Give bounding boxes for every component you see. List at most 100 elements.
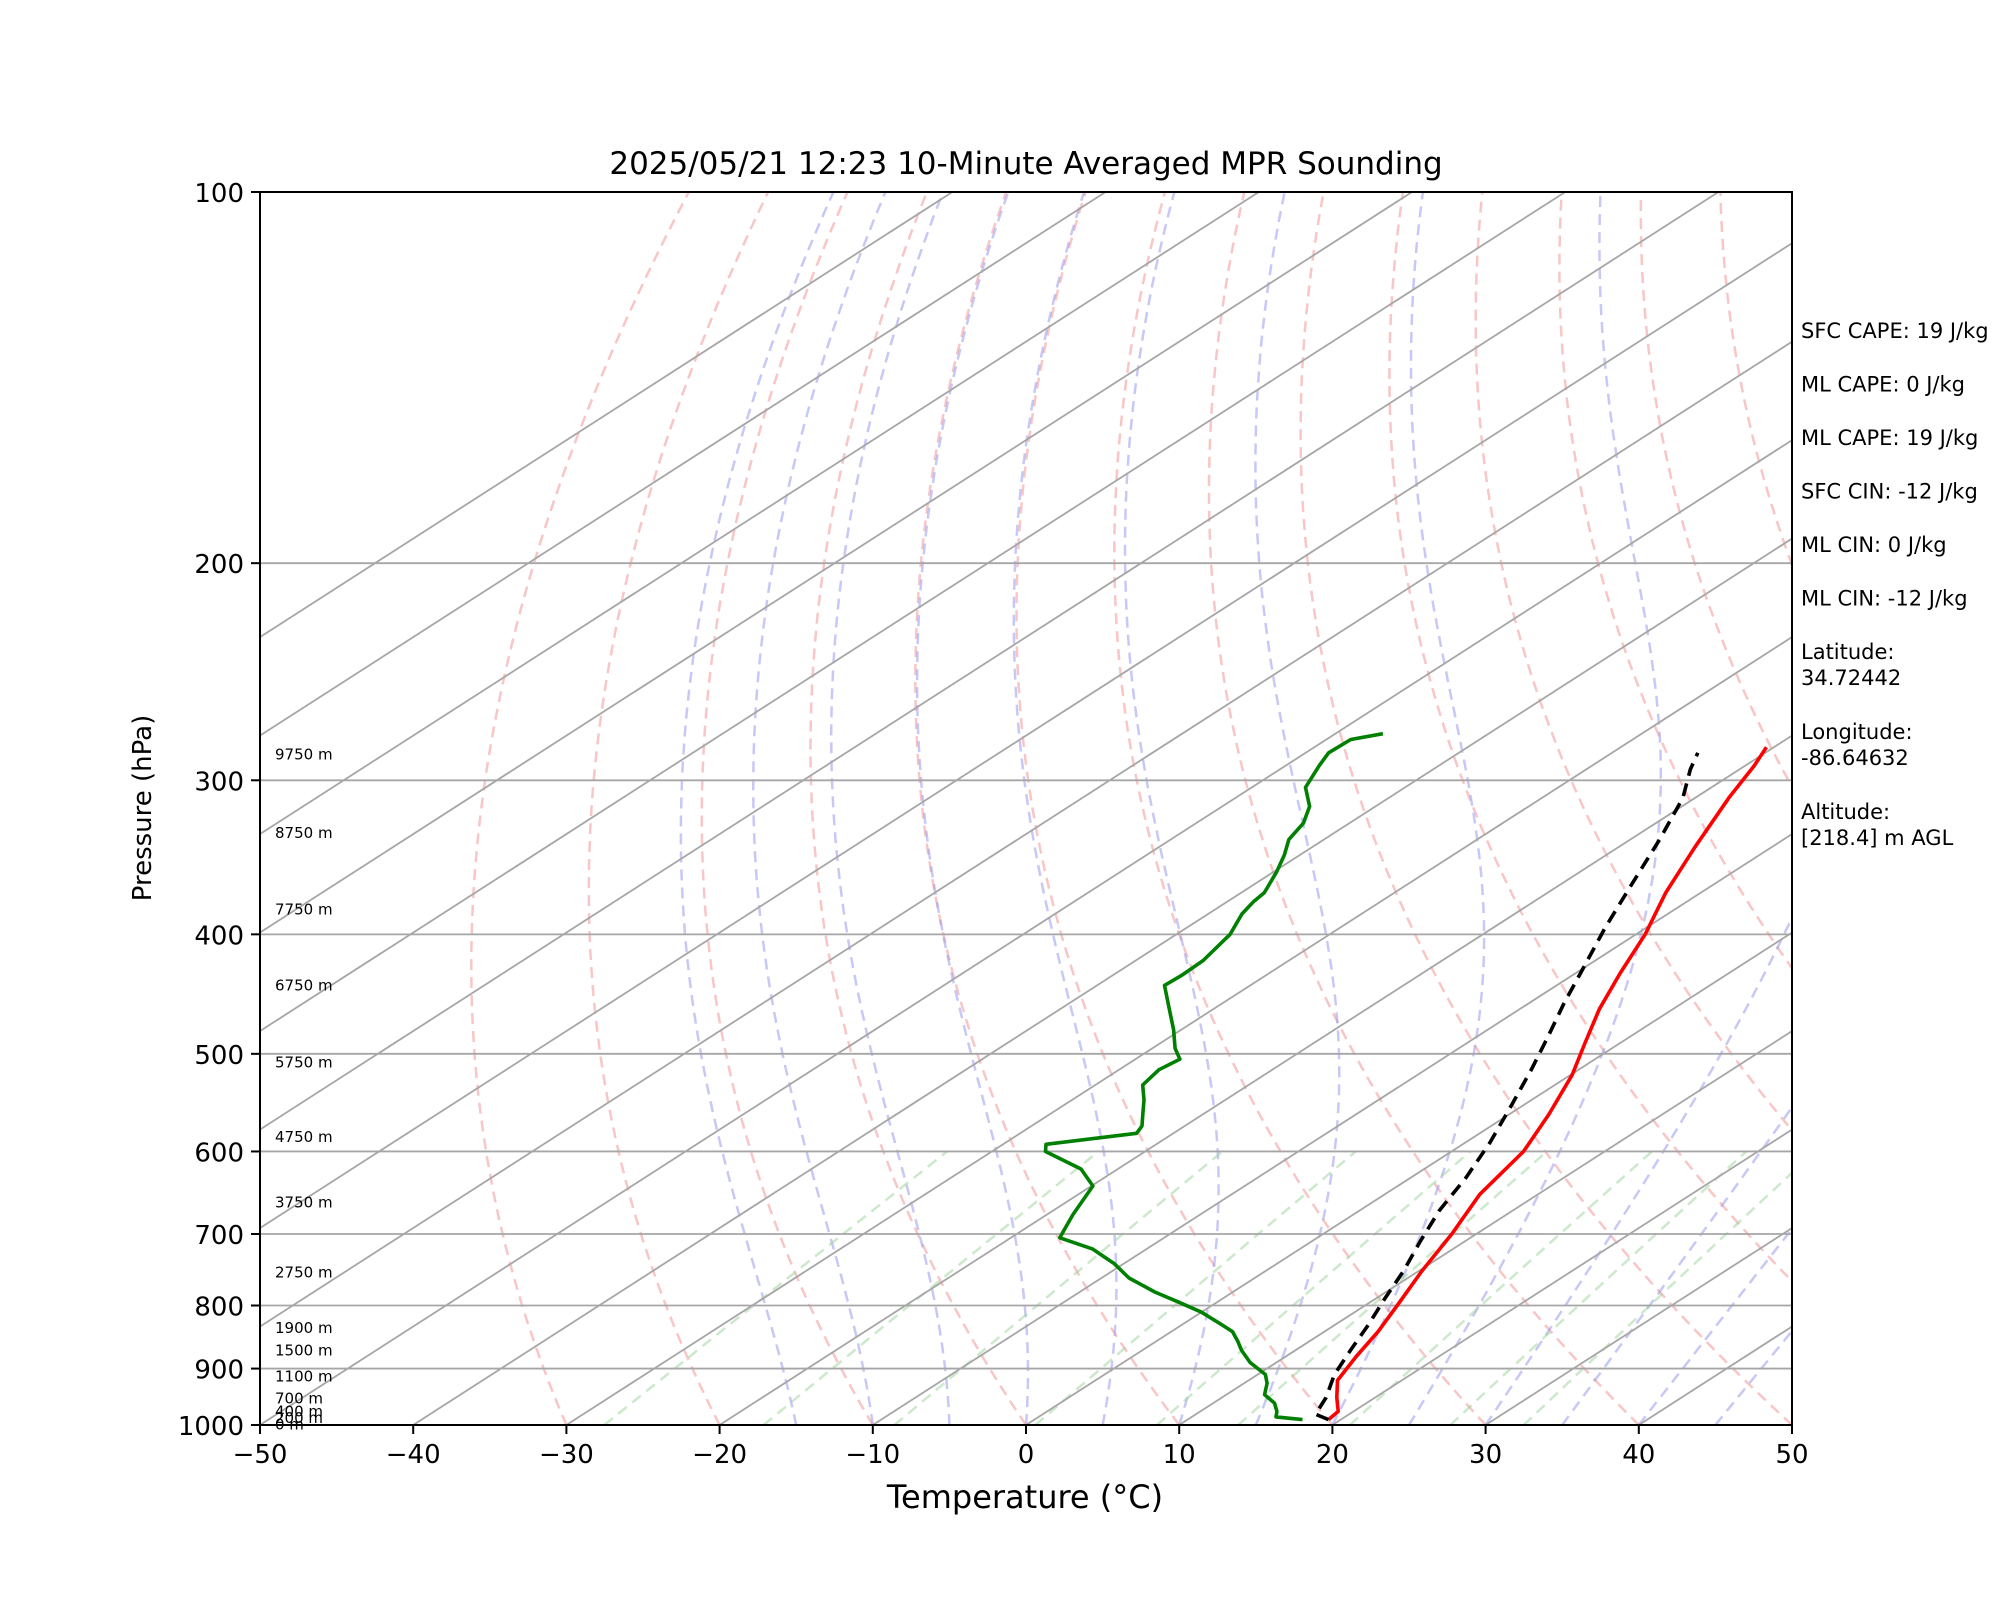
isotherm: [1331, 1128, 1792, 1425]
x-tick-label: 50: [1775, 1440, 1808, 1470]
isotherm: [260, 242, 1792, 1230]
dry-adiabat: [1558, 192, 1792, 971]
y-tick-label: 900: [194, 1356, 244, 1386]
moist-adiabat: [1123, 192, 1220, 1425]
dry-adiabat: [914, 192, 1181, 1425]
annotation-text: SFC CIN: -12 J/kg: [1801, 480, 1978, 504]
moist-adiabat: [1714, 1329, 1792, 1425]
height-label: 8750 m: [275, 824, 333, 842]
height-label: 9750 m: [275, 746, 333, 764]
isotherm: [260, 192, 1719, 1131]
height-label: 3750 m: [275, 1193, 333, 1211]
dry-adiabat: [587, 192, 770, 1425]
y-tick-label: 100: [194, 179, 244, 209]
isotherm: [1178, 1029, 1792, 1425]
annotation-text: ML CIN: -12 J/kg: [1801, 587, 1968, 611]
isotherm: [412, 537, 1792, 1425]
parcel-profile: [1313, 752, 1700, 1422]
x-tick-label: −10: [845, 1440, 900, 1470]
mixing-ratio-line: [603, 1150, 948, 1425]
y-tick-label: 700: [194, 1221, 244, 1251]
dry-adiabat: [809, 192, 1028, 1425]
isotherm: [260, 192, 1566, 1033]
moist-adiabat: [1484, 914, 1792, 1425]
moist-adiabat: [679, 192, 835, 1425]
moist-adiabat: [915, 192, 1030, 1425]
y-tick-label: 300: [194, 767, 244, 797]
dry-adiabat: [470, 192, 690, 1425]
annotation-text: Altitude: [218.4] m AGL: [1801, 800, 1954, 850]
x-tick-label: 0: [1018, 1440, 1035, 1470]
dry-adiabat: [1474, 192, 1792, 1133]
x-tick-label: 30: [1469, 1440, 1502, 1470]
isotherm: [1025, 931, 1792, 1425]
mixing-ratio-line: [1522, 1171, 1792, 1425]
mixing-ratio-line: [1449, 1150, 1748, 1425]
dry-adiabat: [1207, 192, 1640, 1425]
mixing-ratio-line: [1034, 1150, 1357, 1425]
isotherm: [565, 636, 1792, 1425]
profiles: [1043, 731, 1768, 1422]
moist-adiabat: [1254, 192, 1341, 1425]
dry-adiabat: [1388, 192, 1792, 1284]
height-label: 6750 m: [275, 976, 333, 994]
height-label: 1900 m: [275, 1319, 333, 1337]
isotherm: [260, 192, 953, 639]
isotherm: [260, 192, 1413, 934]
annotations-panel: SFC CAPE: 19 J/kg ML CAPE: 0 J/kg ML CAPE:…: [1801, 319, 1989, 850]
temperature-profile: [1327, 746, 1768, 1421]
isotherm: [260, 340, 1792, 1328]
mixing-ratio-line: [1156, 1150, 1472, 1425]
annotation-text: Longitude: -86.64632: [1801, 720, 1913, 770]
y-tick-label: 500: [194, 1041, 244, 1071]
isotherm: [260, 192, 1260, 836]
moist-adiabat: [829, 192, 951, 1425]
annotation-text: ML CIN: 0 J/kg: [1801, 533, 1947, 557]
isotherm: [260, 439, 1792, 1425]
y-tick-label: 600: [194, 1138, 244, 1168]
mixing-ratio-line: [1349, 1150, 1653, 1425]
moist-adiabat: [751, 192, 887, 1425]
height-label: 4750 m: [275, 1128, 333, 1146]
x-tick-label: 40: [1622, 1440, 1655, 1470]
chart-title: 2025/05/21 12:23 10-Minute Averaged MPR …: [609, 146, 1442, 182]
height-label: 1100 m: [275, 1367, 333, 1385]
y-tick-label: 800: [194, 1293, 244, 1323]
plot-frame: [259, 191, 1793, 1426]
height-label: 200 m: [275, 1409, 323, 1427]
dry-adiabat: [700, 192, 874, 1425]
dry-adiabat: [1015, 192, 1334, 1425]
y-axis: 100 200 300 400 500 600 700 800 900 1000: [178, 179, 260, 1442]
x-tick-label: −40: [386, 1440, 441, 1470]
x-axis: −50 −40 −30 −20 −10 0 10 20 30 40 50: [233, 1425, 1809, 1470]
dewpoint-profile: [1043, 731, 1384, 1422]
height-label: 5750 m: [275, 1053, 333, 1071]
y-tick-label: 200: [194, 550, 244, 580]
x-tick-label: −30: [539, 1440, 594, 1470]
height-label: 0 m: [275, 1415, 304, 1433]
isobars: [260, 191, 1792, 1426]
annotation-text: ML CAPE: 0 J/kg: [1801, 373, 1965, 397]
height-label: 1500 m: [275, 1341, 333, 1359]
x-tick-label: 20: [1316, 1440, 1349, 1470]
isotherm: [872, 833, 1792, 1425]
mixing-ratio-line: [893, 1150, 1224, 1425]
annotation-text: SFC CAPE: 19 J/kg: [1801, 319, 1989, 343]
isotherm: [260, 192, 1107, 737]
dry-adiabat: [1299, 192, 1792, 1425]
moist-adiabat: [1637, 1226, 1792, 1425]
annotation-text: Latitude: 34.72442: [1801, 640, 1901, 690]
moist-adiabat: [1407, 192, 1663, 1425]
height-label: 7750 m: [275, 901, 333, 919]
x-tick-label: 10: [1163, 1440, 1196, 1470]
moist-adiabat: [1331, 192, 1486, 1425]
x-tick-label: −50: [233, 1440, 288, 1470]
annotation-text: ML CAPE: 19 J/kg: [1801, 426, 1978, 450]
height-label: 700 m: [275, 1390, 323, 1408]
height-label: 400 m: [275, 1402, 323, 1420]
y-axis-label: Pressure (hPa): [128, 715, 158, 902]
x-tick-label: −20: [692, 1440, 747, 1470]
dry-adiabat: [1639, 192, 1792, 790]
